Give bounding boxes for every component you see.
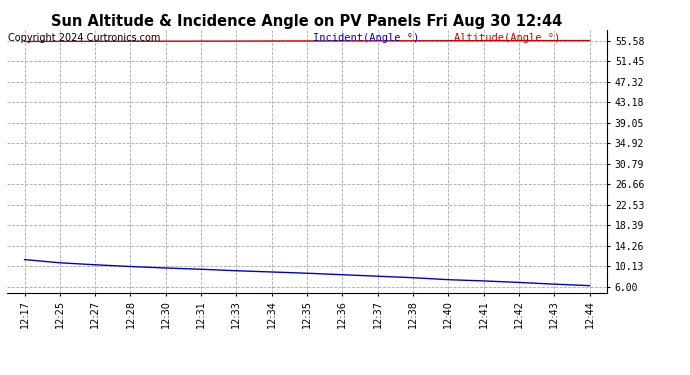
Title: Sun Altitude & Incidence Angle on PV Panels Fri Aug 30 12:44: Sun Altitude & Incidence Angle on PV Pan… [52,14,562,29]
Text: Copyright 2024 Curtronics.com: Copyright 2024 Curtronics.com [8,33,161,43]
Text: Altitude(Angle °): Altitude(Angle °) [454,33,560,43]
Text: Incident(Angle °): Incident(Angle °) [313,33,420,43]
